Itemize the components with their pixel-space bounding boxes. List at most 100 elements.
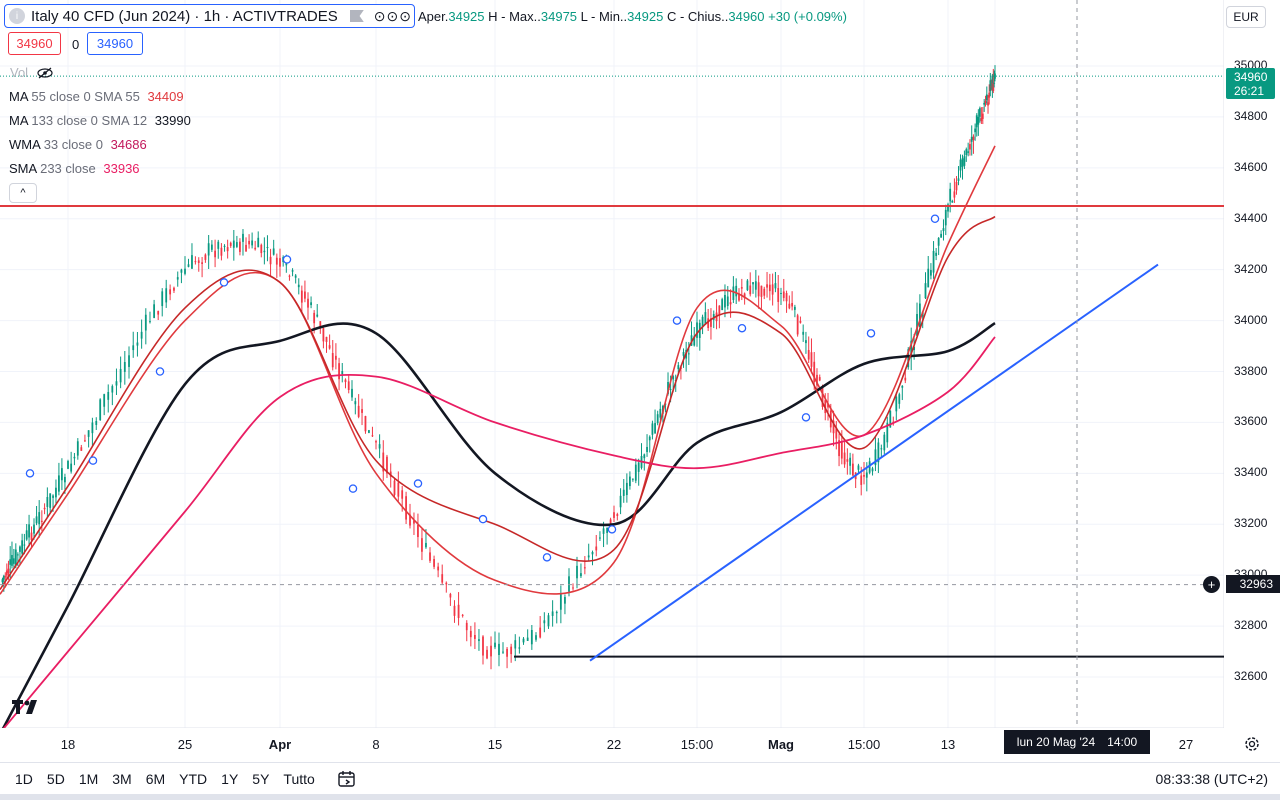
indicator-ma133[interactable]: MA 133 close 0 SMA 12 33990	[9, 113, 191, 128]
candle-body	[860, 475, 863, 485]
candle-body	[457, 604, 460, 618]
eye-off-icon[interactable]	[36, 67, 54, 79]
candle-body	[140, 331, 143, 339]
candle-body	[382, 452, 385, 472]
range-6m-button[interactable]: 6M	[145, 770, 166, 787]
candle-body	[835, 427, 838, 439]
candle-body	[991, 75, 994, 90]
candle-body	[165, 288, 168, 303]
indicator-params: 233 close	[40, 161, 96, 176]
candle-body	[361, 409, 363, 413]
candle-body	[659, 408, 662, 418]
gear-icon[interactable]	[1243, 735, 1261, 753]
candle-body	[73, 456, 76, 459]
candle-body	[791, 302, 794, 307]
candle-body	[924, 283, 927, 299]
crosshair-time-label: lun 20 Mag '24 14:00	[1004, 730, 1150, 754]
candle-body	[696, 322, 698, 338]
price-tick-label: 34800	[1234, 108, 1268, 123]
indicator-value: 34409	[147, 89, 184, 104]
candle-body	[738, 293, 740, 301]
event-marker	[478, 514, 488, 524]
symbol-logo-icon: i	[9, 8, 25, 24]
price-tick-label: 33600	[1234, 414, 1268, 429]
candle-body	[226, 247, 229, 252]
range-5y-button[interactable]: 5Y	[252, 770, 270, 787]
indicator-sma233[interactable]: SMA 233 close 33936	[9, 161, 140, 176]
candle-body	[465, 622, 468, 631]
candle-body	[269, 256, 272, 265]
range-3m-button[interactable]: 3M	[112, 770, 132, 787]
open-value: 34925	[448, 9, 485, 24]
candle-body	[9, 559, 12, 565]
event-marker	[542, 553, 552, 562]
candle-body	[144, 314, 147, 331]
candle-body	[667, 382, 669, 394]
buy-button[interactable]: 34960	[87, 32, 143, 55]
collapse-legend-button[interactable]: ^	[9, 183, 37, 203]
candle-body	[119, 368, 122, 383]
range-1m-button[interactable]: 1M	[78, 770, 99, 787]
candle-body	[580, 573, 582, 577]
low-label: L - Min.	[580, 9, 624, 24]
indicator-ma55[interactable]: MA 55 close 0 SMA 55 34409	[9, 89, 184, 104]
calendar-goto-icon[interactable]	[337, 769, 357, 789]
candle-body	[863, 474, 865, 477]
candle-body	[1, 579, 4, 583]
candle-body	[397, 482, 400, 497]
event-marker	[348, 484, 358, 493]
range-1d-button[interactable]: 1D	[15, 770, 33, 787]
candle-body	[944, 209, 947, 226]
candle-body	[28, 524, 30, 538]
candle-body	[975, 115, 978, 128]
candle-body	[474, 634, 476, 639]
candle-body	[793, 306, 796, 310]
currency-selector[interactable]: EUR	[1226, 6, 1266, 28]
candle-body	[932, 250, 935, 273]
candle-body	[530, 630, 533, 645]
indicator-name: SMA	[9, 161, 37, 176]
candle-body	[498, 643, 500, 655]
candle-body	[785, 293, 788, 302]
candle-body	[599, 537, 601, 539]
add-alert-plus-icon[interactable]: +	[1203, 576, 1220, 593]
sell-button[interactable]: 34960	[8, 32, 61, 55]
candle-body	[251, 240, 254, 246]
candle-body	[393, 480, 396, 495]
clock-timezone[interactable]: 08:33:38 (UTC+2)	[1155, 771, 1268, 787]
indicator-wma33[interactable]: WMA 33 close 0 34686	[9, 137, 147, 152]
candle-body	[223, 245, 226, 247]
range-1y-button[interactable]: 1Y	[221, 770, 239, 787]
bottom-toolbar: 1D 5D 1M 3M 6M YTD 1Y 5Y Tutto 08:33:38 …	[0, 762, 1280, 794]
candle-body	[107, 391, 110, 400]
candle-body	[91, 422, 94, 434]
candle-body	[368, 430, 370, 433]
candle-body	[543, 620, 546, 624]
range-ytd-button[interactable]: YTD	[179, 770, 208, 787]
time-tick-label: 27	[1178, 737, 1194, 752]
symbol-selector[interactable]: i Italy 40 CFD (Jun 2024) · 1h · ACTIVTR…	[4, 4, 415, 28]
time-tick-label: 15:00	[680, 737, 714, 752]
flag-icon[interactable]	[349, 10, 364, 22]
candle-body	[622, 489, 625, 496]
more-dots-icon[interactable]: ⊙⊙⊙	[373, 7, 412, 24]
candle-body	[547, 615, 550, 627]
candle-body	[344, 379, 347, 383]
candle-body	[535, 635, 537, 640]
time-tick-label: 13	[940, 737, 956, 752]
candle-body	[985, 94, 988, 101]
candle-body	[865, 472, 868, 478]
candle-body	[257, 237, 260, 248]
candle-body	[46, 497, 49, 507]
candle-body	[846, 459, 849, 462]
candle-body	[886, 422, 889, 443]
candle-body	[816, 374, 818, 386]
price-chart[interactable]	[0, 0, 1224, 728]
candle-body	[279, 258, 281, 267]
candle-body	[111, 386, 114, 393]
candle-body	[927, 268, 930, 288]
candle-body	[965, 149, 968, 156]
range-all-button[interactable]: Tutto	[283, 770, 315, 787]
range-5d-button[interactable]: 5D	[46, 770, 65, 787]
candle-body	[245, 244, 247, 252]
